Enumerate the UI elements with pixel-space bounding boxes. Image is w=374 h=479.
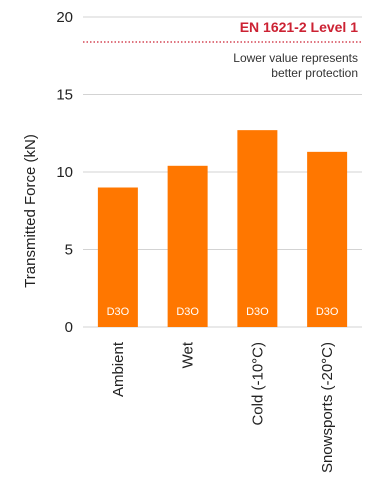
reference-line-label: EN 1621-2 Level 1 xyxy=(240,19,359,35)
y-tick-label: 5 xyxy=(65,242,73,259)
bar-data-label: D3O xyxy=(246,306,269,318)
bar xyxy=(307,151,348,327)
y-tick-label: 20 xyxy=(56,9,73,26)
y-tick-labels: 0 5 10 15 20 xyxy=(56,9,73,336)
bar-data-label: D3O xyxy=(176,306,199,318)
y-tick-label: 0 xyxy=(65,319,73,336)
category-label: Wet xyxy=(180,341,197,368)
y-axis-title: Transmitted Force (kN) xyxy=(22,134,39,288)
bar-layer: D3O D3O D3O D3O xyxy=(97,130,348,327)
category-label: Cold (-10°C) xyxy=(249,342,266,426)
category-labels: Ambient Wet Cold (-10°C) Snowsports (-20°C) xyxy=(110,341,336,473)
bar-data-label: D3O xyxy=(107,306,130,318)
bar xyxy=(167,165,208,327)
y-tick-label: 15 xyxy=(56,87,73,104)
reference-note-line-1: Lower value represents xyxy=(233,51,358,65)
bar xyxy=(237,130,278,327)
y-tick-label: 10 xyxy=(56,164,73,181)
category-label: Snowsports (-20°C) xyxy=(319,342,336,473)
bar-data-label: D3O xyxy=(316,306,339,318)
reference-note-line-2: better protection xyxy=(271,66,358,80)
bar xyxy=(97,187,138,327)
category-label: Ambient xyxy=(110,341,127,397)
